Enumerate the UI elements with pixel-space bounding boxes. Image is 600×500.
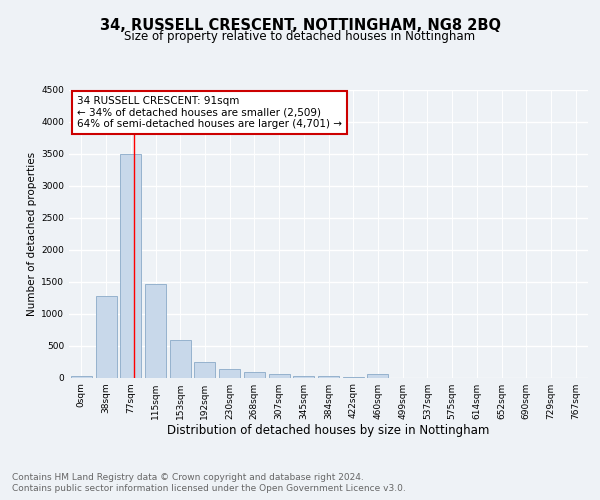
Bar bbox=[71, 376, 92, 378]
Bar bbox=[318, 376, 339, 378]
Text: 34, RUSSELL CRESCENT, NOTTINGHAM, NG8 2BQ: 34, RUSSELL CRESCENT, NOTTINGHAM, NG8 2B… bbox=[100, 18, 500, 32]
Bar bbox=[145, 284, 166, 378]
Bar bbox=[120, 154, 141, 378]
Bar bbox=[244, 372, 265, 378]
Bar bbox=[95, 296, 116, 378]
Bar bbox=[367, 374, 388, 378]
Bar bbox=[343, 377, 364, 378]
Y-axis label: Number of detached properties: Number of detached properties bbox=[27, 152, 37, 316]
Text: Contains HM Land Registry data © Crown copyright and database right 2024.: Contains HM Land Registry data © Crown c… bbox=[12, 472, 364, 482]
Bar bbox=[194, 362, 215, 378]
Text: Contains public sector information licensed under the Open Government Licence v3: Contains public sector information licen… bbox=[12, 484, 406, 493]
Bar bbox=[269, 374, 290, 378]
Bar bbox=[293, 376, 314, 378]
Text: 34 RUSSELL CRESCENT: 91sqm
← 34% of detached houses are smaller (2,509)
64% of s: 34 RUSSELL CRESCENT: 91sqm ← 34% of deta… bbox=[77, 96, 342, 129]
Bar bbox=[219, 369, 240, 378]
Text: Size of property relative to detached houses in Nottingham: Size of property relative to detached ho… bbox=[124, 30, 476, 43]
X-axis label: Distribution of detached houses by size in Nottingham: Distribution of detached houses by size … bbox=[167, 424, 490, 438]
Bar bbox=[170, 340, 191, 378]
